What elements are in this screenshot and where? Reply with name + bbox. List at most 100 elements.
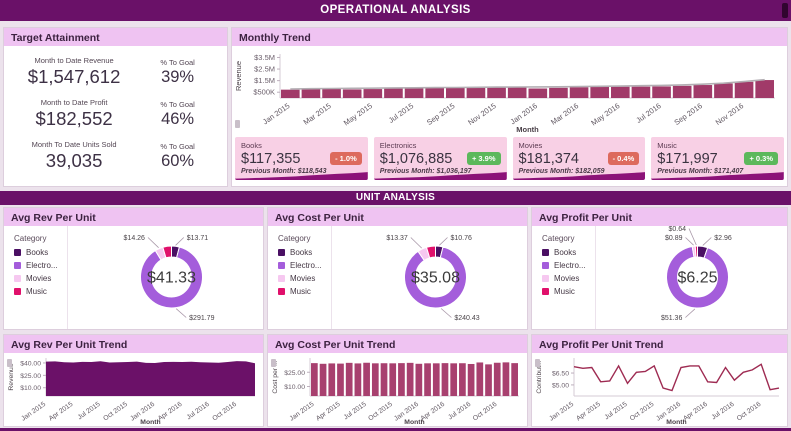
svg-text:$500K: $500K: [253, 88, 275, 97]
avg-profit-trend-panel: Avg Profit Per Unit Trend $5.00 $6.50 Jan …: [531, 334, 788, 427]
legend-item-movies[interactable]: Movies: [14, 274, 67, 283]
donut-body: Category Books Electro... Movies Music $…: [268, 226, 527, 329]
svg-text:Oct 2015: Oct 2015: [367, 401, 394, 423]
metric-value: 39,035: [45, 150, 103, 171]
svg-text:$3.5M: $3.5M: [254, 53, 275, 62]
svg-text:$1.5M: $1.5M: [254, 76, 275, 85]
metric-main: Month to Date Profit $182,552: [12, 98, 136, 130]
avg-cost-per-unit-title: Avg Cost Per Unit: [268, 208, 527, 226]
legend-title: Category: [542, 234, 575, 243]
movies-swatch: [278, 275, 285, 282]
legend-label: Books: [554, 248, 577, 257]
goal-label: % To Goal: [160, 141, 195, 151]
svg-text:Jan 2015: Jan 2015: [548, 401, 575, 423]
legend-label: Electro...: [26, 261, 58, 270]
next-section-edge: [0, 428, 791, 431]
svg-text:$0.64: $0.64: [668, 226, 686, 233]
kpi-card-movies[interactable]: Movies $181,374 - 0.4% Previous Month: $…: [512, 137, 646, 180]
svg-text:$41.33: $41.33: [147, 270, 196, 287]
avg-profit-trend-title: Avg Profit Per Unit Trend: [532, 335, 787, 353]
wave-decoration: [373, 172, 507, 180]
kpi-value: $181,374: [518, 151, 579, 167]
svg-text:Jan 2016: Jan 2016: [509, 101, 539, 126]
svg-text:$10.00: $10.00: [20, 385, 41, 392]
target-attainment-panel: Target Attainment Month to Date Revenue …: [3, 27, 228, 187]
legend-item-books[interactable]: Books: [14, 248, 67, 257]
svg-text:Revenue: Revenue: [234, 61, 243, 91]
legend-label: Electro...: [554, 261, 586, 270]
avg-rev-trend-chart[interactable]: $10.00 $25.00 $40.00 Jan 2015 Apr 2015 Jul 20…: [4, 353, 263, 426]
legend-label: Books: [290, 248, 313, 257]
category-legend: Category Books Electro... Movies Music: [4, 226, 68, 329]
goal-value: 39%: [161, 67, 195, 86]
avg-rev-trend-title: Avg Rev Per Unit Trend: [4, 335, 263, 353]
svg-text:$14.26: $14.26: [124, 235, 146, 242]
legend-item-electronics[interactable]: Electro...: [542, 261, 595, 270]
monthly-trend-chart[interactable]: $500K $1.5M $2.5M $3.5M Jan 2015 Mar 2015 May …: [232, 46, 787, 134]
legend-item-books[interactable]: Books: [542, 248, 595, 257]
svg-text:Apr 2015: Apr 2015: [575, 401, 602, 423]
kpi-value: $1,076,885: [379, 151, 453, 167]
svg-text:Apr 2015: Apr 2015: [48, 401, 75, 423]
svg-text:Jan 2015: Jan 2015: [20, 401, 47, 423]
legend-expand-icon[interactable]: [7, 359, 12, 367]
kpi-previous: Previous Month: $182,059: [518, 168, 605, 175]
kpi-cards-row: Books $117,355 - 1.0% Previous Month: $1…: [232, 134, 787, 180]
main-header-title: OPERATIONAL ANALYSIS: [320, 4, 471, 16]
header-menu-icon[interactable]: [782, 3, 788, 18]
legend-item-music[interactable]: Music: [542, 287, 595, 296]
change-badge: + 0.3%: [744, 152, 778, 165]
avg-profit-per-unit-panel: Avg Profit Per Unit Category Books Elect…: [531, 207, 788, 330]
legend-item-books[interactable]: Books: [278, 248, 331, 257]
svg-text:$6.50: $6.50: [552, 371, 569, 378]
legend-item-music[interactable]: Music: [14, 287, 67, 296]
legend-item-movies[interactable]: Movies: [278, 274, 331, 283]
svg-text:$40.00: $40.00: [20, 360, 41, 367]
legend-expand-icon[interactable]: [235, 120, 240, 128]
svg-text:Jul 2015: Jul 2015: [77, 401, 102, 422]
legend-item-electronics[interactable]: Electro...: [14, 261, 67, 270]
svg-text:Mar 2016: Mar 2016: [549, 101, 580, 127]
svg-text:Nov 2016: Nov 2016: [714, 101, 745, 127]
kpi-previous: Previous Month: $171,407: [657, 168, 744, 175]
metric-goal: % To Goal 46%: [136, 100, 219, 129]
avg-profit-trend-chart[interactable]: $5.00 $6.50 Jan 2015 Apr 2015 Jul 2015 Oct 20…: [532, 353, 787, 426]
goal-value: 46%: [161, 109, 195, 128]
legend-label: Music: [554, 287, 575, 296]
category-legend: Category Books Electro... Movies Music: [532, 226, 596, 329]
svg-text:$10.00: $10.00: [284, 384, 305, 391]
metric-row-units: Month To Date Units Sold 39,035 % To Goa…: [12, 140, 219, 172]
avg-profit-donut-chart[interactable]: $2.96 $51.36 $0.89 $0.64 $6.25: [596, 226, 787, 329]
kpi-value: $117,355: [241, 151, 301, 167]
metric-row-revenue: Month to Date Revenue $1,547,612 % To Go…: [12, 56, 219, 88]
avg-cost-donut-chart[interactable]: $10.76 $240.43 $13.37 $35.08: [332, 226, 527, 329]
svg-text:Jan 2015: Jan 2015: [289, 401, 316, 423]
donut-body: Category Books Electro... Movies Music $…: [4, 226, 263, 329]
svg-text:$2.96: $2.96: [714, 235, 732, 242]
kpi-card-books[interactable]: Books $117,355 - 1.0% Previous Month: $1…: [235, 137, 368, 180]
legend-item-music[interactable]: Music: [278, 287, 331, 296]
legend-expand-icon[interactable]: [271, 359, 276, 367]
metric-value: $1,547,612: [27, 66, 121, 87]
svg-text:$13.71: $13.71: [187, 235, 209, 242]
legend-expand-icon[interactable]: [535, 359, 540, 367]
svg-text:Mar 2015: Mar 2015: [302, 101, 333, 127]
target-attainment-title: Target Attainment: [4, 28, 227, 46]
metric-label: Month To Date Units Sold: [31, 140, 117, 149]
svg-text:$51.36: $51.36: [661, 315, 683, 322]
svg-text:Oct 2015: Oct 2015: [629, 401, 656, 423]
avg-rev-donut-chart[interactable]: $13.71 $291.79 $14.26 $41.33: [68, 226, 263, 329]
svg-text:Cost per ...: Cost per ...: [272, 360, 279, 393]
kpi-name: Electronics: [379, 141, 417, 150]
kpi-value: $171,997: [657, 151, 718, 167]
metric-label: Month to Date Profit: [40, 98, 108, 107]
avg-cost-trend-chart[interactable]: $10.00 $25.00 Jan 2015 Apr 2015 Jul 2015 Oct …: [268, 353, 527, 426]
kpi-card-music[interactable]: Music $171,997 + 0.3% Previous Month: $1…: [651, 137, 784, 180]
unit-analysis-title: UNIT ANALYSIS: [355, 192, 436, 203]
svg-text:Oct 2016: Oct 2016: [736, 401, 763, 423]
kpi-card-electronics[interactable]: Electronics $1,076,885 + 3.9% Previous M…: [373, 137, 507, 180]
legend-item-electronics[interactable]: Electro...: [278, 261, 331, 270]
kpi-previous: Previous Month: $1,036,197: [379, 168, 472, 175]
legend-item-movies[interactable]: Movies: [542, 274, 595, 283]
